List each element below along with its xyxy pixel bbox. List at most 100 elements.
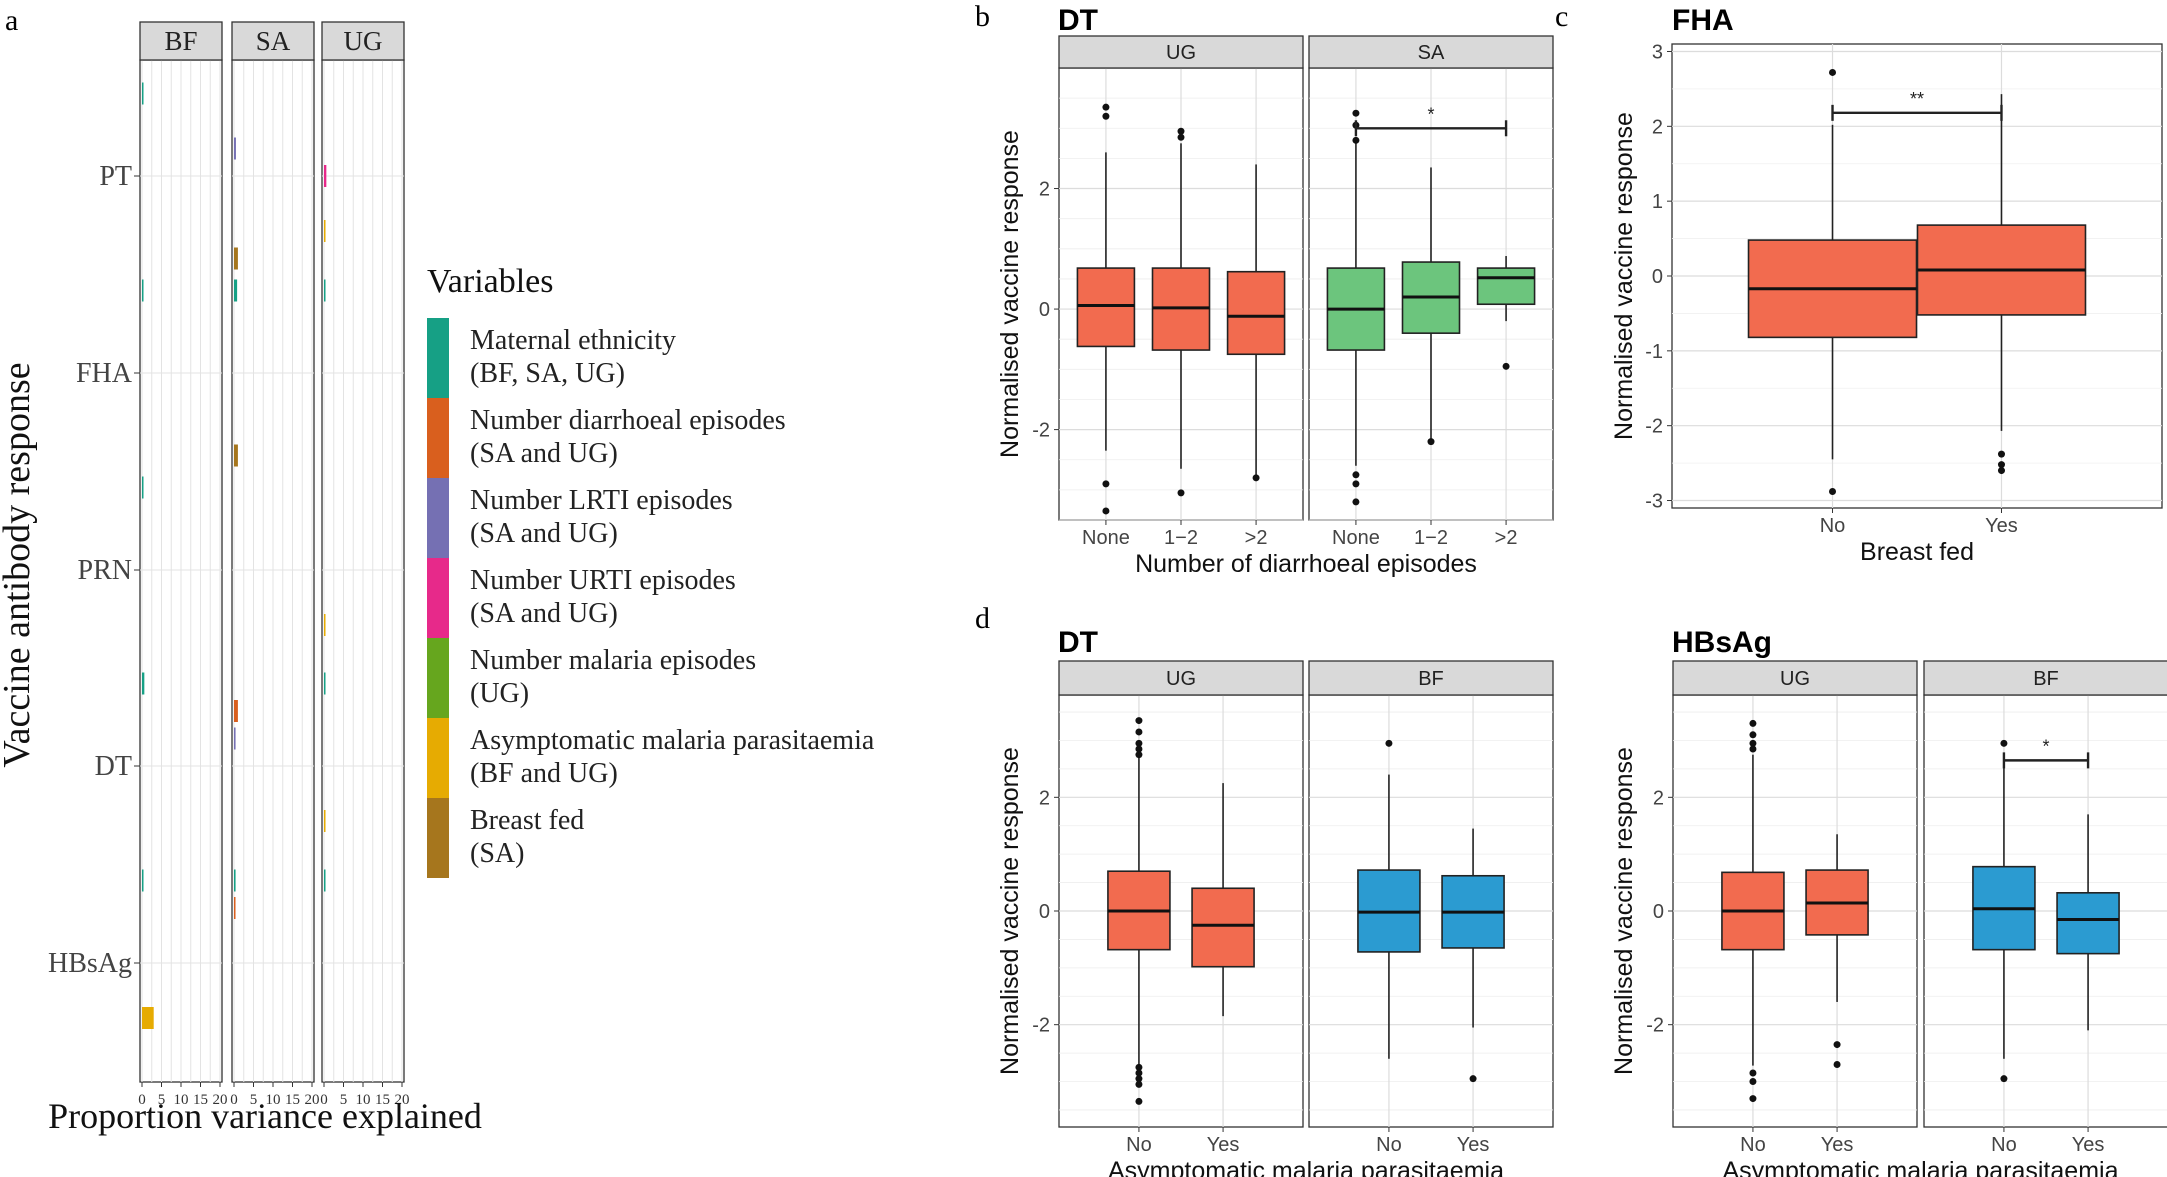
outlier-point	[1749, 719, 1757, 727]
facet-strip-label: UG	[1780, 668, 1810, 690]
facet-strip-ug	[321, 21, 405, 61]
x-tick-label: None	[1082, 527, 1130, 549]
box	[1226, 270, 1286, 356]
outlier-point	[1997, 467, 2005, 475]
x-tick-label: 0	[138, 1092, 146, 1108]
bar	[234, 247, 238, 270]
legend-swatch	[427, 398, 449, 478]
outlier-point	[1252, 474, 1260, 482]
facet-strip-label: BF	[1418, 668, 1444, 690]
outlier-point	[1352, 109, 1360, 117]
outlier-point	[1833, 1060, 1841, 1068]
box	[1476, 267, 1536, 306]
y-tick-label: 1	[1652, 191, 1663, 213]
legend-swatch	[427, 638, 449, 718]
facet-strip	[1058, 35, 1304, 69]
y-tick-label: 0	[1039, 299, 1050, 321]
legend-label: Maternal ethnicity	[470, 325, 676, 356]
x-tick-label: >2	[1495, 527, 1518, 549]
x-tick-label: None	[1332, 527, 1380, 549]
y-tick-label: 2	[1039, 179, 1050, 201]
outlier-point	[1385, 739, 1393, 747]
outlier-point	[1829, 68, 1837, 76]
facet-strip-label: SA	[256, 26, 291, 56]
significance-label: *	[2042, 736, 2049, 756]
significance-label: **	[1910, 89, 1924, 109]
x-tick-label: No	[1126, 1134, 1152, 1156]
facet-strip	[1923, 660, 2167, 696]
outlier-point	[1352, 498, 1360, 506]
x-tick-label: Yes	[1821, 1134, 1854, 1156]
x-axis-title: Proportion variance explained	[48, 1096, 482, 1136]
outlier-point	[1135, 1069, 1143, 1077]
legend-label-sub: (SA)	[470, 838, 524, 869]
outlier-point	[1177, 127, 1185, 135]
legend-label: Number malaria episodes	[470, 645, 756, 676]
y-category-label: FHA	[76, 358, 133, 389]
outlier-point	[1833, 1041, 1841, 1049]
legend-label-sub: (BF and UG)	[470, 758, 618, 789]
y-tick-label: 2	[1652, 116, 1663, 138]
panel-label-a: a	[5, 4, 18, 37]
facet-strip	[1308, 660, 1554, 696]
outlier-point	[1102, 103, 1110, 111]
legend-swatch	[427, 318, 449, 398]
x-tick-label: 5	[158, 1092, 166, 1108]
x-tick-label: No	[1820, 515, 1846, 537]
panel-label-c: c	[1555, 0, 1568, 33]
outlier-point	[1352, 471, 1360, 479]
outlier-point	[2000, 1075, 2008, 1083]
bar	[324, 614, 326, 636]
legend-label-sub: (BF, SA, UG)	[470, 358, 625, 389]
legend-label-sub: (SA and UG)	[470, 438, 618, 469]
x-tick-label: Yes	[1985, 515, 2018, 537]
legend-label-sub: (SA and UG)	[470, 518, 618, 549]
facet-strip-label: UG	[1166, 42, 1196, 64]
significance-label: *	[1427, 104, 1434, 124]
legend-label: Number LRTI episodes	[470, 485, 733, 516]
y-category-label: DT	[95, 751, 132, 782]
legend-swatch	[427, 718, 449, 798]
bar	[142, 476, 144, 499]
x-tick-label: 15	[285, 1092, 300, 1108]
y-tick-label: -2	[1645, 416, 1663, 438]
x-tick-label: 20	[305, 1092, 320, 1108]
x-axis-title: Asymptomatic malaria parasitaemia	[1723, 1157, 2119, 1177]
bar	[142, 1007, 154, 1029]
facet-strip-label: SA	[1418, 42, 1445, 64]
outlier-point	[2000, 739, 2008, 747]
y-tick-label: -2	[1646, 1015, 1664, 1037]
x-tick-label: 10	[174, 1092, 189, 1108]
panel-c-fha-breastfed-boxplot: FHA No Yes ** -3 -2 -1 0 1 2 3 Breast fed Normalised…	[1610, 4, 2163, 566]
y-category-label: PT	[99, 161, 132, 192]
bar	[324, 672, 326, 695]
y-tick-label: -2	[1032, 1015, 1050, 1037]
legend-swatch	[427, 558, 449, 638]
x-tick-label: 0	[230, 1092, 238, 1108]
chart-title: HBsAg	[1672, 626, 1772, 659]
outlier-point	[1352, 480, 1360, 488]
outlier-point	[1352, 136, 1360, 144]
outlier-point	[1135, 1063, 1143, 1071]
legend-label: Number diarrhoeal episodes	[470, 405, 786, 436]
x-tick-label: No	[1740, 1134, 1766, 1156]
y-axis-title: Vaccine antibody response	[0, 362, 38, 767]
outlier-point	[1102, 112, 1110, 120]
outlier-point	[1135, 751, 1143, 759]
outlier-point	[1427, 438, 1435, 446]
outlier-point	[1135, 1080, 1143, 1088]
legend-swatch	[427, 478, 449, 558]
bar	[234, 700, 238, 722]
outlier-point	[1749, 739, 1757, 747]
facet-strip-bf	[139, 21, 223, 61]
y-tick-label: -1	[1645, 341, 1663, 363]
y-tick-label: 3	[1652, 41, 1663, 63]
facet-strip	[1058, 660, 1304, 696]
bar	[142, 672, 145, 695]
x-tick-label: 1−2	[1414, 527, 1448, 549]
bar	[142, 82, 144, 105]
outlier-point	[1135, 717, 1143, 725]
bar	[324, 279, 326, 302]
bar	[234, 869, 236, 892]
